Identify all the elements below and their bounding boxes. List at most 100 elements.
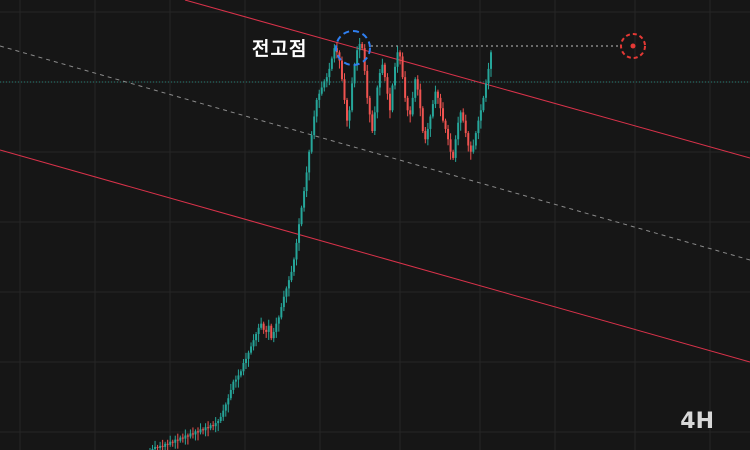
candle-body-133: [484, 83, 487, 98]
candle-body-38: [244, 358, 247, 363]
candle-body-81: [353, 64, 356, 84]
candle-body-32: [229, 389, 232, 399]
candle-body-90: [376, 87, 379, 113]
candle-body-5: [161, 445, 164, 447]
target-marker-dot: [630, 43, 636, 49]
candle-body-101: [404, 77, 407, 98]
candle-body-68: [320, 87, 323, 94]
candle-body-67: [318, 93, 321, 100]
candle-body-132: [482, 97, 485, 111]
candle-body-7: [166, 443, 169, 445]
candle-body-115: [439, 97, 442, 109]
candle-body-51: [277, 317, 280, 324]
candle-body-65: [313, 116, 316, 136]
candle-body-28: [219, 416, 222, 421]
candle-body-126: [467, 133, 470, 146]
candle-body-1: [151, 448, 154, 450]
candle-body-88: [371, 114, 374, 131]
candle-body-23: [207, 427, 210, 429]
candle-body-41: [252, 340, 255, 347]
candle-body-103: [409, 110, 412, 115]
candle-body-35: [237, 375, 240, 380]
candle-body-2: [154, 446, 157, 449]
candle-body-27: [217, 421, 220, 424]
candle-body-119: [449, 139, 452, 152]
timeframe-label: 4H: [680, 409, 714, 434]
candle-body-18: [194, 431, 197, 435]
candle-body-127: [469, 145, 472, 152]
candles: [149, 38, 492, 450]
candle-body-43: [257, 327, 260, 334]
candle-body-107: [419, 89, 422, 109]
candle-body-54: [285, 288, 288, 297]
candle-body-24: [209, 425, 212, 429]
candle-body-73: [333, 48, 336, 59]
candle-body-53: [282, 296, 285, 308]
candle-body-22: [204, 427, 207, 431]
candle-body-83: [358, 44, 361, 51]
candle-body-75: [338, 52, 341, 61]
candle-body-72: [330, 58, 333, 69]
candle-body-80: [351, 83, 354, 111]
candle-body-61: [303, 191, 306, 208]
candle-body-131: [479, 110, 482, 121]
candle-body-93: [383, 64, 386, 78]
candle-body-123: [459, 112, 462, 123]
candle-body-125: [464, 120, 467, 134]
candle-body-31: [227, 398, 230, 405]
candle-body-71: [328, 68, 331, 78]
candle-body-64: [310, 135, 313, 152]
candle-body-86: [366, 70, 369, 98]
candle-body-84: [361, 44, 364, 49]
candle-body-6: [164, 443, 167, 447]
candle-body-57: [292, 259, 295, 272]
candle-body-79: [348, 110, 351, 121]
candle-body-100: [401, 56, 404, 78]
candle-body-102: [406, 97, 409, 111]
candle-body-124: [462, 112, 465, 121]
candle-body-46: [265, 329, 268, 332]
candle-body-114: [436, 91, 439, 98]
candle-body-26: [214, 423, 217, 427]
candle-body-78: [346, 99, 349, 121]
candle-body-110: [426, 128, 429, 140]
candle-body-128: [472, 145, 475, 152]
candle-body-96: [391, 85, 394, 111]
candle-body-55: [287, 280, 290, 289]
channel-upper-line: [184, 0, 750, 159]
candle-body-25: [212, 425, 215, 427]
candle-body-82: [356, 50, 359, 65]
candle-body-3: [156, 446, 159, 448]
candle-body-129: [474, 133, 477, 146]
candle-body-17: [191, 433, 194, 435]
candle-body-70: [325, 77, 328, 82]
candle-body-30: [224, 404, 227, 411]
candle-body-9: [171, 441, 174, 443]
candle-body-112: [431, 104, 434, 117]
candle-body-34: [234, 379, 237, 382]
candle-body-130: [477, 120, 480, 134]
candle-body-120: [452, 151, 455, 158]
candle-body-99: [399, 52, 402, 57]
candle-body-63: [308, 151, 311, 173]
candle-body-20: [199, 429, 202, 433]
candle-body-95: [388, 93, 391, 111]
previous-high-marker: [335, 30, 371, 66]
candle-body-39: [247, 352, 250, 359]
candle-body-94: [386, 77, 389, 94]
candle-body-62: [305, 172, 308, 192]
candle-body-10: [174, 439, 177, 443]
candle-body-37: [242, 363, 245, 372]
candle-body-135: [490, 52, 492, 69]
candle-body-122: [457, 122, 460, 140]
candle-body-33: [232, 381, 235, 390]
candle-body-48: [270, 325, 273, 339]
candle-body-49: [272, 331, 275, 339]
candle-body-105: [414, 79, 417, 98]
candle-body-134: [487, 68, 490, 84]
candle-body-59: [298, 224, 301, 243]
candle-body-29: [222, 410, 225, 417]
candle-body-92: [381, 64, 384, 73]
